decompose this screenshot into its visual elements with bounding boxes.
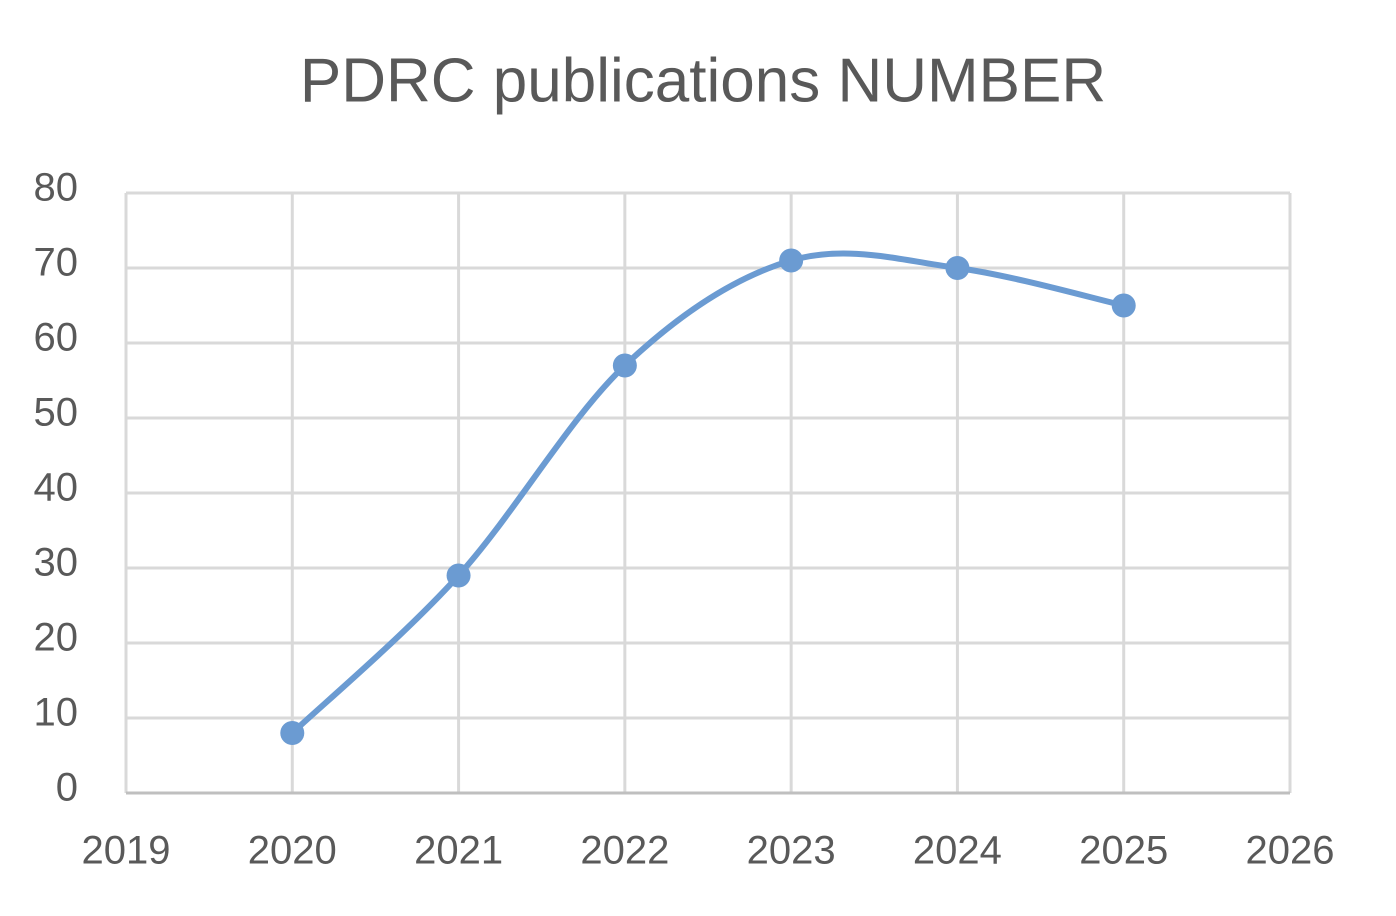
y-tick-label: 70 [34, 241, 79, 285]
data-point [779, 248, 804, 273]
x-tick-label: 2020 [248, 829, 337, 873]
data-point [280, 721, 305, 745]
data-point [446, 563, 471, 588]
y-tick-label: 20 [34, 616, 79, 660]
y-tick-label: 10 [34, 691, 79, 735]
x-tick-label: 2025 [1079, 829, 1168, 873]
x-tick-label: 2026 [1246, 829, 1335, 873]
x-tick-label: 2024 [913, 829, 1002, 873]
data-point [612, 353, 637, 378]
y-tick-label: 50 [34, 391, 79, 435]
y-tick-label: 60 [34, 316, 79, 360]
x-tick-label: 2019 [82, 829, 171, 873]
x-tick-label: 2022 [580, 829, 669, 873]
x-tick-label: 2023 [747, 829, 836, 873]
y-tick-label: 30 [34, 541, 79, 585]
data-point [945, 256, 970, 280]
y-tick-label: 40 [34, 466, 79, 510]
chart-title: PDRC publications NUMBER [300, 46, 1106, 115]
x-tick-label: 2021 [414, 829, 503, 873]
y-tick-label: 80 [34, 166, 79, 210]
y-tick-label: 0 [56, 766, 78, 810]
data-point [1111, 293, 1136, 318]
